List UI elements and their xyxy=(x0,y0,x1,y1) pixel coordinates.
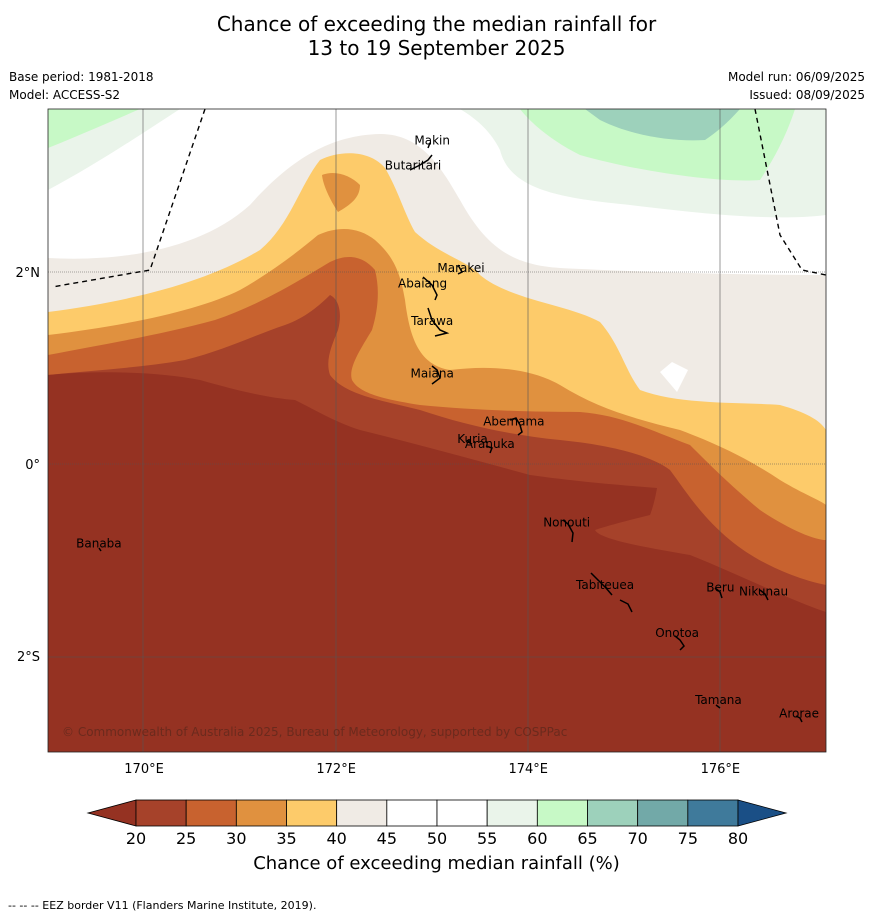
colorbar-tick-label: 75 xyxy=(678,829,698,848)
lat-tick-label: 0° xyxy=(25,458,40,473)
meta-right: Model run: 06/09/2025 Issued: 08/09/2025 xyxy=(728,68,865,104)
place-label-aranuka: Aranuka xyxy=(465,437,515,451)
place-label-banaba: Banaba xyxy=(76,537,122,551)
colorbar-tick-label: 45 xyxy=(377,829,397,848)
colorbar-tick-label: 65 xyxy=(577,829,597,848)
colorbar-swatch xyxy=(486,799,538,827)
lat-tick-label: 2°S xyxy=(17,650,40,665)
eez-legend-note: -- -- -- EEZ border V11 (Flanders Marine… xyxy=(8,899,317,912)
colorbar-tick-label: 20 xyxy=(126,829,146,848)
colorbar-swatch xyxy=(587,799,639,827)
lon-tick-label: 174°E xyxy=(508,762,548,777)
lon-tick-label: 172°E xyxy=(316,762,356,777)
colorbar-tick-label: 25 xyxy=(176,829,196,848)
colorbar-swatch xyxy=(536,799,588,827)
contour-60-65 xyxy=(48,109,140,148)
colorbar-title: Chance of exceeding median rainfall (%) xyxy=(253,853,620,874)
place-labels: Makin Butaritari Marakei Abaiang Tarawa Maian… xyxy=(76,134,819,721)
model-text: Model: ACCESS-S2 xyxy=(9,88,121,102)
colorbar-tick-label: 70 xyxy=(627,829,647,848)
meta-left: Base period: 1981-2018 Model: ACCESS-S2 xyxy=(9,68,154,104)
colorbar-tick-label: 35 xyxy=(276,829,296,848)
place-label-abaiang: Abaiang xyxy=(398,277,447,291)
colorbar-tick-label: 60 xyxy=(527,829,547,848)
colorbar-tick-label: 55 xyxy=(477,829,497,848)
colorbar-swatch xyxy=(637,799,689,827)
colorbar-tick-label: 40 xyxy=(326,829,346,848)
chart-title-line1: Chance of exceeding the median rainfall … xyxy=(216,12,657,36)
eez-border xyxy=(51,108,827,288)
place-label-tamana: Tamana xyxy=(694,693,742,707)
colorbar-swatch xyxy=(286,799,338,827)
colorbar-swatch xyxy=(135,799,187,827)
lon-tick-label: 170°E xyxy=(124,762,164,777)
rainfall-contours xyxy=(48,109,826,752)
base-period-text: Base period: 1981-2018 xyxy=(9,70,154,84)
lat-tick-label: 2°N xyxy=(16,266,41,281)
place-label-nikunau: Nikunau xyxy=(739,585,788,599)
map-gridlines xyxy=(48,109,826,752)
place-label-abemama: Abemama xyxy=(483,415,544,429)
place-label-marakei: Marakei xyxy=(437,261,484,275)
place-label-makin: Makin xyxy=(414,134,450,148)
model-run-text: Model run: 06/09/2025 xyxy=(727,70,865,84)
contour-30-35-island xyxy=(322,173,360,212)
island-outlines xyxy=(98,142,803,723)
colorbar-over-arrow xyxy=(737,799,788,827)
place-label-butaritari: Butaritari xyxy=(385,158,442,172)
colorbar-tick-label: 30 xyxy=(226,829,246,848)
colorbar-swatch xyxy=(336,799,388,827)
place-label-kuria: Kuria xyxy=(457,432,488,446)
place-label-maiana: Maiana xyxy=(411,367,454,381)
colorbar-swatch xyxy=(235,799,287,827)
lon-tick-label: 176°E xyxy=(701,762,741,777)
contour-65-70 xyxy=(585,109,740,141)
place-label-arorae: Arorae xyxy=(779,706,819,720)
colorbar: 20 25 30 35 40 45 50 55 60 65 70 75 80 xyxy=(86,799,788,848)
chart-title-line2: 13 to 19 September 2025 xyxy=(307,36,566,60)
copyright-notice: © Commonwealth of Australia 2025, Bureau… xyxy=(62,725,567,739)
place-label-beru: Beru xyxy=(706,581,734,595)
contour-60-65-east xyxy=(520,109,795,181)
place-label-nonouti: Nonouti xyxy=(543,515,590,529)
place-label-tarawa: Tarawa xyxy=(410,314,453,328)
colorbar-tick-label: 80 xyxy=(728,829,748,848)
colorbar-swatch xyxy=(436,799,488,827)
colorbar-tick-label: 50 xyxy=(427,829,447,848)
chart-title: Chance of exceeding the median rainfall … xyxy=(0,12,873,60)
colorbar-swatch xyxy=(386,799,438,827)
map-frame xyxy=(47,108,827,753)
colorbar-under-arrow xyxy=(86,799,137,827)
contour-40-45-gap xyxy=(660,362,688,392)
colorbar-swatch xyxy=(687,799,739,827)
axis-tick-labels: 170°E 172°E 174°E 176°E 2°N 0° 2°S xyxy=(16,266,741,777)
place-label-onotoa: Onotoa xyxy=(655,626,699,640)
place-label-tabiteuea: Tabiteuea xyxy=(575,578,634,592)
colorbar-swatch xyxy=(185,799,237,827)
issued-text: Issued: 08/09/2025 xyxy=(749,88,865,102)
